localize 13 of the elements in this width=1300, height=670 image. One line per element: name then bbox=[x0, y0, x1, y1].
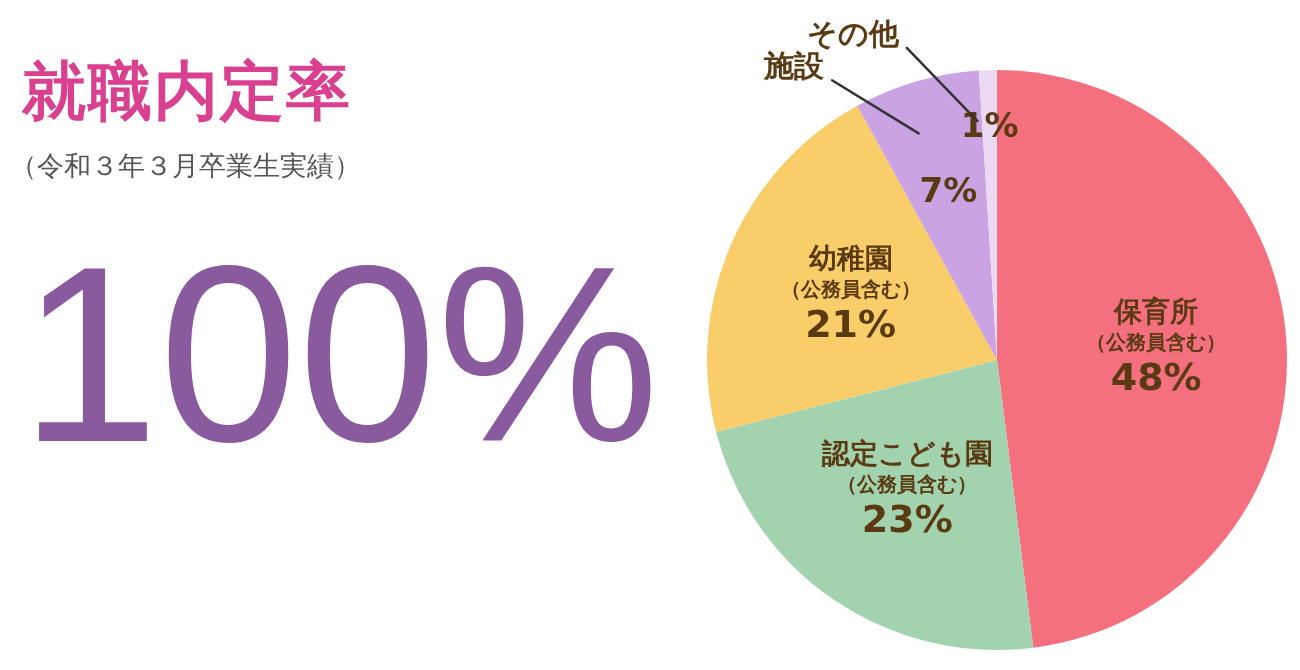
data-label: 1% bbox=[960, 104, 1019, 145]
slice-label: 幼稚園（公務員含む） bbox=[780, 241, 921, 301]
text: 100% bbox=[20, 215, 660, 494]
slice-label: 施設 bbox=[763, 48, 825, 84]
slice-label: 保育所（公務員含む） bbox=[1086, 295, 1227, 355]
text: （令和３年３月卒業生実績） bbox=[10, 149, 361, 183]
text: 就職内定率 bbox=[22, 53, 352, 130]
slice-label: 認定こども園（公務員含む） bbox=[820, 437, 993, 497]
data-label: 48% bbox=[1110, 354, 1202, 399]
data-label: 23% bbox=[861, 496, 953, 541]
data-label: 7% bbox=[919, 169, 978, 210]
slice-label: その他 bbox=[806, 15, 900, 51]
data-label: 21% bbox=[805, 301, 897, 346]
